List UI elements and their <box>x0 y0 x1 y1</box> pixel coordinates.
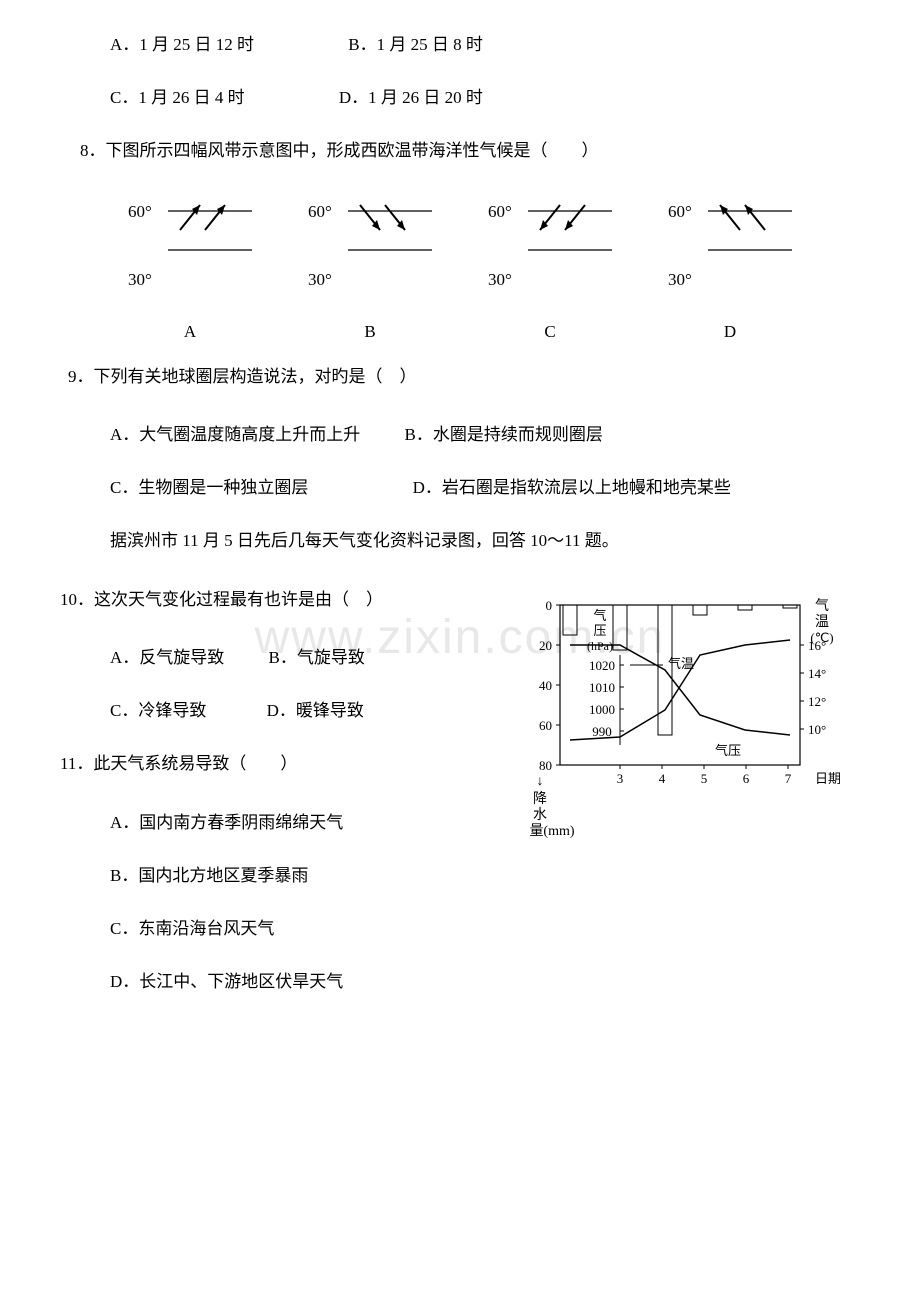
svg-text:30°: 30° <box>128 270 152 289</box>
q11-num: 11． <box>60 749 93 780</box>
q8-text: 下图所示四幅风带示意图中，形成西欧温带海洋性气候是（ ） <box>106 141 599 160</box>
svg-text:5: 5 <box>701 771 708 786</box>
chart-column: 02040608016°14°12°10°34567日期↓降水量(mm)气温(℃… <box>520 585 840 845</box>
svg-text:↓: ↓ <box>537 774 544 789</box>
wind-svg-b: 60° 30° <box>300 195 440 305</box>
svg-text:3: 3 <box>617 771 624 786</box>
wind-diagrams: 60° 30° A 60° 30° B <box>100 195 820 342</box>
svg-text:4: 4 <box>659 771 666 786</box>
svg-text:1000: 1000 <box>589 702 615 717</box>
svg-text:(℃): (℃) <box>810 630 833 645</box>
svg-text:日期: 日期 <box>815 771 840 786</box>
q11-option-a: A．国内南方春季阴雨绵绵天气 <box>110 808 510 833</box>
svg-text:水: 水 <box>533 807 547 823</box>
weather-chart: 02040608016°14°12°10°34567日期↓降水量(mm)气温(℃… <box>520 585 840 845</box>
svg-text:60: 60 <box>539 718 552 733</box>
q7-option-c: C．1 月 26 日 4 时 <box>110 83 245 108</box>
svg-text:40: 40 <box>539 678 552 693</box>
svg-text:气: 气 <box>593 608 606 623</box>
svg-text:60°: 60° <box>668 202 692 221</box>
q7-option-a: A．1 月 25 日 12 时 <box>110 30 254 55</box>
svg-text:6: 6 <box>743 771 750 786</box>
wind-cell-c: 60° 30° C <box>470 195 630 342</box>
wind-cell-b: 60° 30° B <box>290 195 450 342</box>
q11-text: 此天气系统易导致（ ） <box>93 754 297 773</box>
svg-text:20: 20 <box>539 638 552 653</box>
q8-num: 8． <box>80 136 106 167</box>
q9-option-c: C．生物圈是一种独立圈层 <box>110 473 308 498</box>
svg-text:温: 温 <box>815 614 829 630</box>
q9-option-b: B．水圈是持续而规则圈层 <box>405 420 603 445</box>
q7-option-d: D．1 月 26 日 20 时 <box>339 83 483 108</box>
svg-text:990: 990 <box>592 724 612 739</box>
q10-text: 这次天气变化过程最有也许是由（ ） <box>94 590 383 609</box>
wind-svg-c: 60° 30° <box>480 195 620 305</box>
wind-label-c: C <box>470 322 630 342</box>
q11-option-c: C．东南沿海台风天气 <box>110 914 510 939</box>
q9-option-a: A．大气圈温度随高度上升而上升 <box>110 420 360 445</box>
svg-text:30°: 30° <box>488 270 512 289</box>
wind-svg-d: 60° 30° <box>660 195 800 305</box>
page-content: A．1 月 25 日 12 时 B．1 月 25 日 8 时 C．1 月 26 … <box>80 30 840 1020</box>
svg-text:10°: 10° <box>808 722 826 737</box>
wind-svg-a: 60° 30° <box>120 195 260 305</box>
wind-cell-d: 60° 30° D <box>650 195 810 342</box>
svg-text:降: 降 <box>533 791 547 807</box>
q10-option-a: A．反气旋导致 <box>110 643 224 668</box>
context-text: 据滨州市 11 月 5 日先后几每天气变化资料记录图，回答 10～11 题。 <box>110 526 840 557</box>
svg-text:1010: 1010 <box>589 680 615 695</box>
q10-row1: A．反气旋导致 B．气旋导致 <box>110 643 510 668</box>
q10-num: 10． <box>60 585 94 616</box>
wind-cell-a: 60° 30° A <box>110 195 270 342</box>
wind-label-a: A <box>110 322 270 342</box>
q9-option-d: D．岩石圈是指软流层以上地幔和地壳某些 <box>413 473 731 498</box>
q10-q11-block: 10．这次天气变化过程最有也许是由（ ） A．反气旋导致 B．气旋导致 C．冷锋… <box>80 585 840 1020</box>
svg-text:12°: 12° <box>808 694 826 709</box>
q10-option-b: B．气旋导致 <box>269 643 365 668</box>
q9-num: 9． <box>68 362 94 393</box>
q9-row1: A．大气圈温度随高度上升而上升 B．水圈是持续而规则圈层 <box>110 420 840 445</box>
svg-text:压: 压 <box>593 623 606 638</box>
svg-text:30°: 30° <box>308 270 332 289</box>
q11-option-d: D．长江中、下游地区伏旱天气 <box>110 967 510 992</box>
q7-options-row1: A．1 月 25 日 12 时 B．1 月 25 日 8 时 <box>110 30 840 55</box>
svg-text:14°: 14° <box>808 666 826 681</box>
svg-text:1020: 1020 <box>589 658 615 673</box>
svg-text:(hPa): (hPa) <box>587 639 613 653</box>
svg-text:60°: 60° <box>128 202 152 221</box>
q9: 9．下列有关地球圈层构造说法，对旳是（ ） <box>68 362 840 393</box>
svg-text:7: 7 <box>785 771 792 786</box>
q8: 8．下图所示四幅风带示意图中，形成西欧温带海洋性气候是（ ） <box>80 136 840 167</box>
q10-option-c: C．冷锋导致 <box>110 696 206 721</box>
weather-chart-svg: 02040608016°14°12°10°34567日期↓降水量(mm)气温(℃… <box>520 585 840 845</box>
svg-text:0: 0 <box>546 598 553 613</box>
svg-text:量(mm): 量(mm) <box>529 823 574 839</box>
q10-row2: C．冷锋导致 D．暖锋导致 <box>110 696 510 721</box>
q7-option-b: B．1 月 25 日 8 时 <box>348 30 483 55</box>
svg-text:60°: 60° <box>488 202 512 221</box>
svg-text:气压: 气压 <box>715 743 741 758</box>
q9-text: 下列有关地球圈层构造说法，对旳是（ ） <box>94 367 417 386</box>
q10: 10．这次天气变化过程最有也许是由（ ） <box>60 585 510 616</box>
q10-q11-left: 10．这次天气变化过程最有也许是由（ ） A．反气旋导致 B．气旋导致 C．冷锋… <box>80 585 510 1020</box>
q10-option-d: D．暖锋导致 <box>267 696 364 721</box>
q9-row2: C．生物圈是一种独立圈层 D．岩石圈是指软流层以上地幔和地壳某些 <box>110 473 840 498</box>
q11-option-b: B．国内北方地区夏季暴雨 <box>110 861 510 886</box>
wind-label-d: D <box>650 322 810 342</box>
q7-options-row2: C．1 月 26 日 4 时 D．1 月 26 日 20 时 <box>110 83 840 108</box>
svg-text:60°: 60° <box>308 202 332 221</box>
svg-text:80: 80 <box>539 758 552 773</box>
svg-text:气: 气 <box>815 598 829 614</box>
svg-text:30°: 30° <box>668 270 692 289</box>
wind-label-b: B <box>290 322 450 342</box>
q11: 11．此天气系统易导致（ ） <box>60 749 510 780</box>
